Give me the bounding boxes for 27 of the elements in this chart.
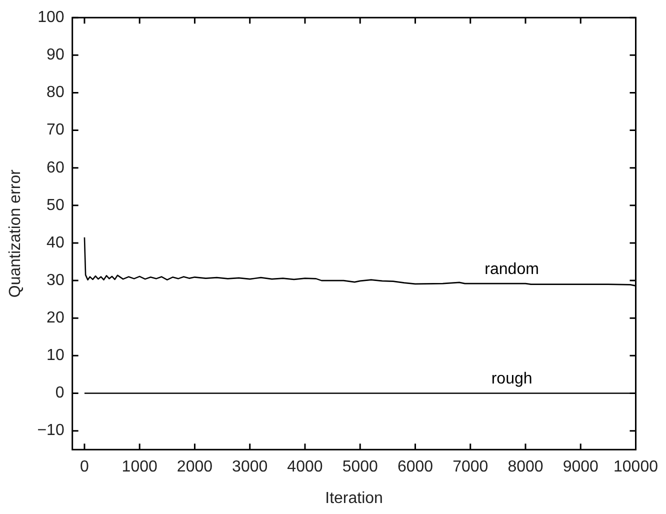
x-tick-label: 3000 xyxy=(232,458,268,476)
x-tick-label: 5000 xyxy=(342,458,378,476)
y-tick-label: 90 xyxy=(46,46,64,64)
x-tick-label: 7000 xyxy=(452,458,488,476)
y-tick-label: 80 xyxy=(46,84,64,102)
x-tick-label: 10000 xyxy=(614,458,658,476)
x-tick-label: 0 xyxy=(80,458,90,476)
y-tick-label: 10 xyxy=(46,347,64,364)
x-tick-label: 4000 xyxy=(287,458,323,476)
y-tick-label: −10 xyxy=(37,422,64,440)
y-tick-label: 40 xyxy=(46,234,64,252)
y-tick-label: 30 xyxy=(46,272,64,289)
x-tick-label: 2000 xyxy=(176,458,213,476)
series-label: random xyxy=(484,260,539,278)
y-tick-label: 20 xyxy=(46,310,64,327)
series-label: rough xyxy=(491,370,532,388)
x-tick-label: 9000 xyxy=(562,458,599,476)
y-axis-title: Quantization error xyxy=(7,168,24,298)
y-tick-label: 0 xyxy=(55,384,64,402)
x-axis-title: Iteration xyxy=(325,490,383,507)
x-tick-label: 1000 xyxy=(122,458,158,476)
x-tick-label: 6000 xyxy=(397,458,434,476)
y-tick-label: 50 xyxy=(46,196,64,214)
y-tick-label: 100 xyxy=(38,9,64,26)
x-tick-label: 8000 xyxy=(508,458,544,476)
y-tick-label: 60 xyxy=(46,159,64,176)
y-tick-label: 70 xyxy=(46,122,64,139)
